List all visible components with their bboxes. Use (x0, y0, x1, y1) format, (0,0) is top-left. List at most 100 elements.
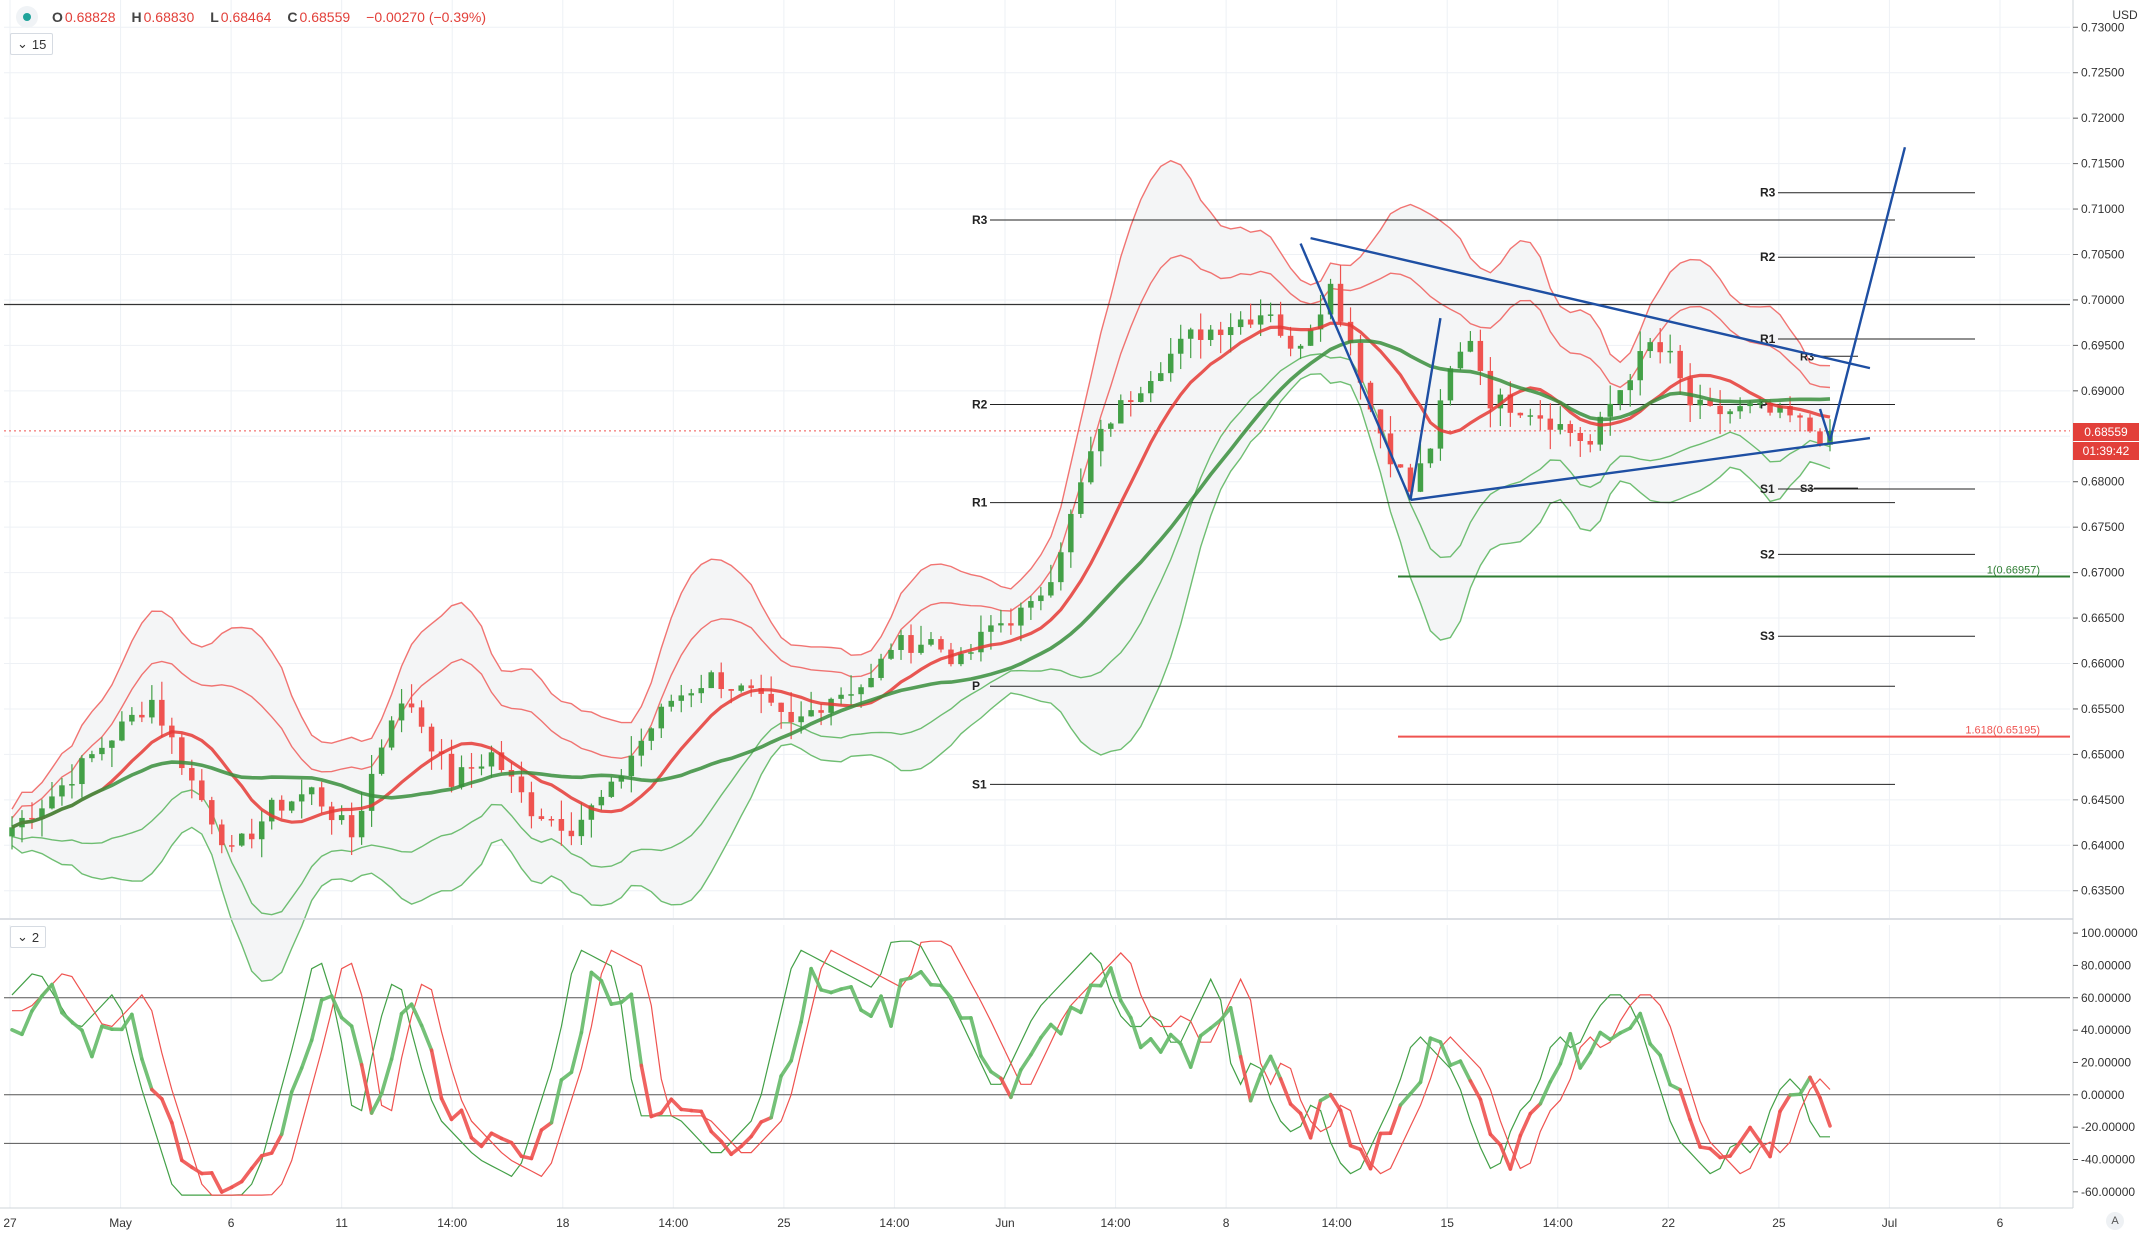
candle[interactable] (1177, 324, 1184, 370)
candle[interactable] (608, 776, 615, 798)
candle[interactable] (1457, 342, 1464, 371)
candle[interactable] (1617, 390, 1623, 411)
candle[interactable] (179, 733, 185, 775)
candle[interactable] (1437, 389, 1444, 461)
candle[interactable] (808, 691, 814, 717)
candle[interactable] (578, 802, 585, 845)
candle[interactable] (1537, 400, 1544, 431)
candle[interactable] (1128, 391, 1134, 417)
candle[interactable] (378, 739, 385, 776)
candle[interactable] (1527, 408, 1534, 426)
candle[interactable] (1197, 313, 1204, 359)
candle[interactable] (478, 754, 485, 776)
candle[interactable] (1227, 313, 1234, 353)
candle[interactable] (298, 779, 305, 819)
candle[interactable] (818, 703, 824, 726)
candle[interactable] (1078, 468, 1084, 518)
candle[interactable] (1048, 564, 1054, 598)
candle[interactable] (708, 670, 714, 689)
candle[interactable] (59, 777, 65, 806)
candle[interactable] (778, 702, 784, 729)
candle[interactable] (1237, 311, 1244, 335)
candle[interactable] (698, 674, 704, 704)
candle[interactable] (1068, 509, 1074, 568)
candle[interactable] (548, 816, 555, 827)
candle[interactable] (1427, 448, 1434, 468)
candle[interactable] (1028, 595, 1034, 620)
candle[interactable] (628, 736, 635, 793)
candle[interactable] (1467, 331, 1474, 353)
candle[interactable] (1657, 328, 1663, 364)
candle[interactable] (119, 711, 125, 742)
candle[interactable] (1157, 362, 1164, 382)
candle[interactable] (1417, 443, 1424, 493)
candle[interactable] (788, 692, 794, 740)
candle[interactable] (1038, 586, 1044, 611)
candle[interactable] (1447, 365, 1454, 406)
candle[interactable] (718, 662, 724, 699)
candle[interactable] (318, 781, 325, 814)
auto-scale-button[interactable]: A (2106, 1212, 2124, 1230)
candle[interactable] (1287, 326, 1294, 357)
candle[interactable] (1118, 394, 1124, 424)
candle[interactable] (328, 801, 335, 835)
candle[interactable] (668, 694, 675, 712)
candle[interactable] (69, 764, 75, 799)
candle[interactable] (1008, 608, 1014, 635)
candle[interactable] (1547, 403, 1554, 450)
candle[interactable] (99, 737, 105, 761)
candle[interactable] (1148, 371, 1154, 403)
candle[interactable] (1477, 329, 1484, 386)
candle[interactable] (638, 728, 645, 767)
candle[interactable] (268, 797, 275, 830)
candle[interactable] (248, 818, 255, 849)
candle[interactable] (278, 795, 285, 819)
triangle-lower-line[interactable] (1410, 436, 1871, 502)
candle[interactable] (29, 802, 35, 829)
trendline-drop[interactable] (1299, 243, 1412, 501)
candle[interactable] (878, 653, 884, 681)
breakout-projection[interactable] (1828, 146, 1907, 442)
main-indicator-toggle[interactable]: ⌄ 15 (10, 33, 54, 55)
candle[interactable] (978, 615, 984, 662)
candle[interactable] (1727, 409, 1733, 424)
candle[interactable] (648, 727, 655, 751)
candle[interactable] (189, 759, 195, 799)
candle[interactable] (1337, 264, 1344, 327)
candle[interactable] (1507, 381, 1514, 427)
candle[interactable] (1667, 334, 1673, 364)
candle[interactable] (848, 675, 854, 707)
candle[interactable] (428, 723, 435, 770)
candle[interactable] (688, 688, 694, 708)
candle[interactable] (1637, 331, 1643, 396)
breakout-start[interactable] (1818, 408, 1832, 442)
candle[interactable] (1018, 602, 1024, 642)
candle[interactable] (748, 679, 754, 697)
candle[interactable] (408, 684, 415, 713)
candle[interactable] (1207, 325, 1214, 347)
candle[interactable] (958, 647, 964, 667)
candle[interactable] (1817, 428, 1823, 447)
candle[interactable] (1317, 294, 1324, 342)
candle[interactable] (1407, 463, 1414, 498)
trendlines[interactable] (1299, 146, 1907, 502)
candle[interactable] (618, 769, 625, 789)
candle[interactable] (149, 685, 155, 724)
candle[interactable] (898, 629, 904, 660)
candle[interactable] (598, 790, 605, 811)
candle[interactable] (1058, 542, 1064, 591)
candle[interactable] (538, 808, 545, 821)
candle[interactable] (1517, 412, 1524, 418)
candle[interactable] (658, 703, 665, 739)
candle[interactable] (1577, 427, 1584, 457)
candle[interactable] (678, 684, 685, 713)
candle[interactable] (79, 755, 85, 798)
candles[interactable] (9, 264, 1833, 858)
candle[interactable] (928, 632, 934, 647)
candle[interactable] (1247, 303, 1254, 328)
candle[interactable] (1647, 337, 1653, 358)
candle[interactable] (1138, 386, 1144, 403)
candle[interactable] (209, 796, 215, 835)
trendline-rebound[interactable] (1409, 317, 1442, 501)
